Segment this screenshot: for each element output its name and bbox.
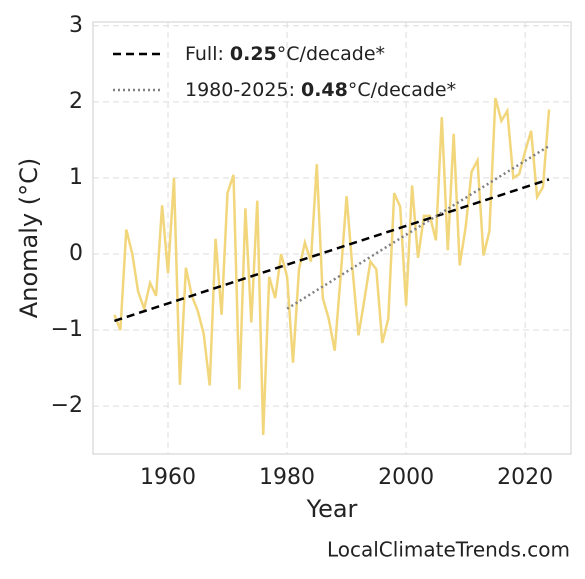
y-tick-label: 1	[69, 165, 83, 190]
y-tick-label: −1	[51, 317, 83, 342]
legend-unit: °C/decade*	[348, 79, 456, 101]
y-tick-label: 3	[69, 13, 83, 38]
y-axis-label: Anomaly (°C)	[15, 158, 43, 318]
x-tick-label: 1960	[140, 465, 196, 490]
plot-area	[92, 21, 572, 455]
x-tick-label: 2020	[497, 465, 553, 490]
watermark: LocalClimateTrends.com	[327, 538, 570, 562]
legend-rate: 0.48	[301, 79, 348, 101]
x-tick-label: 1980	[259, 465, 315, 490]
legend-rate: 0.25	[230, 43, 277, 65]
legend-name: Full:	[185, 43, 224, 65]
x-axis-label: Year	[306, 495, 358, 523]
x-tick-label: 2000	[378, 465, 434, 490]
y-tick-label: 2	[69, 89, 83, 114]
legend-name: 1980-2025:	[185, 79, 295, 101]
trend-line	[114, 178, 550, 323]
legend-label: 1980-2025: 0.48°C/decade*	[185, 79, 456, 101]
y-tick-label: −2	[51, 393, 83, 418]
data-line	[113, 97, 551, 436]
y-tick-label: 0	[69, 241, 83, 266]
legend-label: Full: 0.25°C/decade*	[185, 43, 385, 65]
trend-line	[286, 144, 550, 310]
legend-unit: °C/decade*	[277, 43, 385, 65]
